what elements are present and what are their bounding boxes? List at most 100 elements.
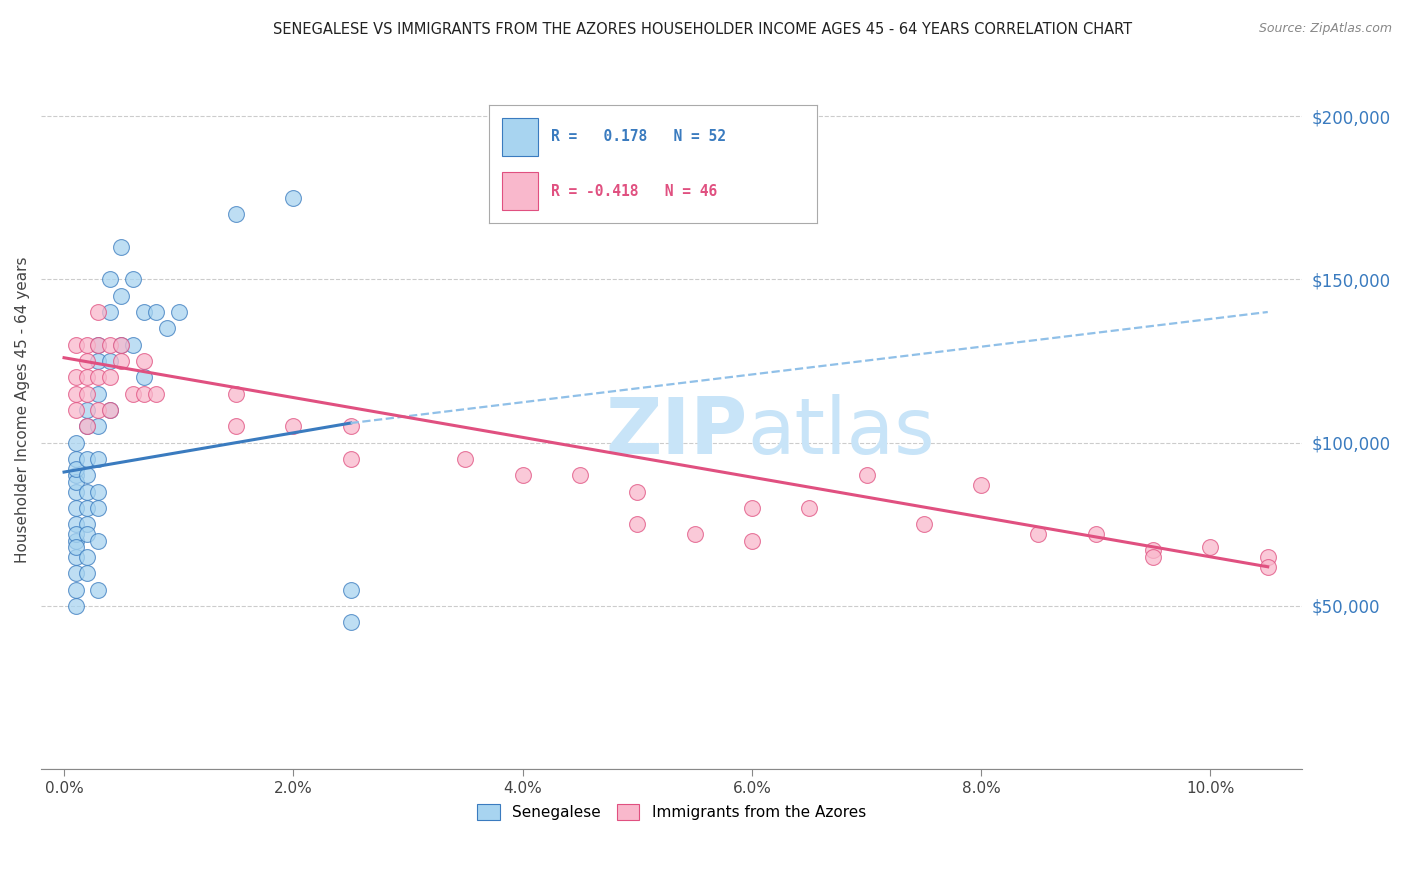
- Point: [87, 370, 110, 384]
- Point: [110, 337, 132, 351]
- Point: [87, 500, 110, 515]
- Point: [87, 452, 110, 467]
- Point: [65, 500, 87, 515]
- Point: [1084, 527, 1107, 541]
- Point: [65, 599, 87, 613]
- Point: [1257, 559, 1279, 574]
- Point: [87, 305, 110, 319]
- Point: [76, 419, 98, 434]
- Point: [225, 207, 247, 221]
- Point: [98, 354, 121, 368]
- Text: Source: ZipAtlas.com: Source: ZipAtlas.com: [1258, 22, 1392, 36]
- Point: [98, 337, 121, 351]
- Point: [87, 582, 110, 597]
- Point: [454, 452, 477, 467]
- Point: [76, 452, 98, 467]
- Point: [98, 272, 121, 286]
- Point: [121, 337, 143, 351]
- Point: [167, 305, 190, 319]
- Point: [87, 337, 110, 351]
- Point: [799, 500, 821, 515]
- Point: [121, 272, 143, 286]
- Point: [65, 533, 87, 548]
- Point: [134, 305, 156, 319]
- Point: [87, 484, 110, 499]
- Point: [110, 288, 132, 302]
- Point: [145, 305, 167, 319]
- Point: [741, 500, 763, 515]
- Point: [65, 386, 87, 401]
- Point: [1257, 549, 1279, 564]
- Point: [76, 566, 98, 581]
- Point: [121, 386, 143, 401]
- Point: [76, 370, 98, 384]
- Point: [76, 354, 98, 368]
- Point: [98, 305, 121, 319]
- Point: [626, 517, 648, 532]
- Point: [76, 386, 98, 401]
- Point: [110, 337, 132, 351]
- Legend: Senegalese, Immigrants from the Azores: Senegalese, Immigrants from the Azores: [471, 797, 872, 826]
- Point: [339, 615, 361, 630]
- Point: [339, 419, 361, 434]
- Point: [65, 403, 87, 417]
- Point: [134, 386, 156, 401]
- Point: [65, 475, 87, 489]
- Point: [98, 403, 121, 417]
- Point: [76, 484, 98, 499]
- Point: [283, 419, 305, 434]
- Text: atlas: atlas: [748, 393, 935, 469]
- Point: [339, 452, 361, 467]
- Point: [87, 386, 110, 401]
- Point: [1142, 543, 1164, 558]
- Point: [87, 354, 110, 368]
- Point: [110, 354, 132, 368]
- Point: [568, 468, 591, 483]
- Point: [65, 582, 87, 597]
- Point: [65, 549, 87, 564]
- Point: [65, 517, 87, 532]
- Point: [283, 191, 305, 205]
- Point: [65, 540, 87, 554]
- Point: [76, 419, 98, 434]
- Point: [683, 527, 706, 541]
- Point: [65, 484, 87, 499]
- Text: SENEGALESE VS IMMIGRANTS FROM THE AZORES HOUSEHOLDER INCOME AGES 45 - 64 YEARS C: SENEGALESE VS IMMIGRANTS FROM THE AZORES…: [273, 22, 1133, 37]
- Y-axis label: Householder Income Ages 45 - 64 years: Householder Income Ages 45 - 64 years: [15, 257, 30, 563]
- Point: [1028, 527, 1050, 541]
- Point: [512, 468, 534, 483]
- Point: [626, 484, 648, 499]
- Point: [1142, 549, 1164, 564]
- Point: [339, 582, 361, 597]
- Point: [98, 370, 121, 384]
- Point: [65, 337, 87, 351]
- Point: [87, 337, 110, 351]
- Point: [145, 386, 167, 401]
- Point: [87, 403, 110, 417]
- Point: [912, 517, 935, 532]
- Point: [76, 517, 98, 532]
- Point: [76, 468, 98, 483]
- Point: [76, 337, 98, 351]
- Text: ZIP: ZIP: [605, 393, 748, 469]
- Point: [65, 468, 87, 483]
- Point: [65, 527, 87, 541]
- Point: [76, 549, 98, 564]
- Point: [76, 403, 98, 417]
- Point: [76, 527, 98, 541]
- Point: [110, 240, 132, 254]
- Point: [76, 500, 98, 515]
- Point: [65, 566, 87, 581]
- Point: [65, 435, 87, 450]
- Point: [65, 462, 87, 476]
- Point: [134, 370, 156, 384]
- Point: [741, 533, 763, 548]
- Point: [87, 419, 110, 434]
- Point: [156, 321, 179, 335]
- Point: [855, 468, 877, 483]
- Point: [225, 386, 247, 401]
- Point: [98, 403, 121, 417]
- Point: [87, 533, 110, 548]
- Point: [134, 354, 156, 368]
- Point: [65, 452, 87, 467]
